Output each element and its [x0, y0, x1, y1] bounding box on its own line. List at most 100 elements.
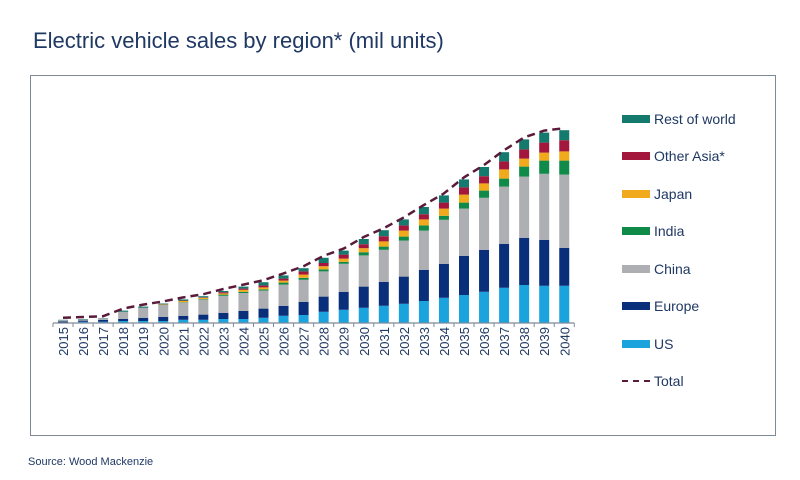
bar-segment-india-2033 — [418, 225, 429, 231]
bar-segment-india-2034 — [438, 215, 449, 220]
legend-label: US — [654, 336, 674, 352]
bar-segment-europe-2024 — [238, 311, 249, 319]
legend-item-china: China — [622, 261, 691, 277]
bar-segment-europe-2016 — [78, 320, 89, 322]
bar-segment-other-asia--2023 — [218, 292, 229, 294]
legend-item-europe: Europe — [622, 298, 699, 314]
x-tick-label: 2037 — [497, 327, 512, 356]
bar-segment-india-2031 — [378, 246, 389, 250]
bar-segment-europe-2015 — [58, 321, 68, 323]
bar-segment-india-2029 — [338, 261, 349, 264]
x-tick-label: 2031 — [377, 327, 392, 356]
legend-swatch — [622, 265, 650, 273]
bar-segment-other-asia--2028 — [318, 263, 329, 267]
legend-swatch — [622, 302, 650, 310]
legend-label: India — [654, 223, 685, 239]
bar-segment-china-2018 — [118, 311, 129, 319]
bar-segment-europe-2039 — [539, 239, 550, 286]
x-tick-label: 2033 — [417, 327, 432, 356]
bar-segment-china-2026 — [278, 284, 289, 306]
bar-segment-china-2025 — [258, 290, 269, 309]
legend-swatch — [622, 380, 650, 382]
x-tick-label: 2030 — [357, 327, 372, 356]
bar-segment-rest-of-world-2029 — [338, 250, 349, 255]
bar-segment-other-asia--2033 — [418, 214, 429, 220]
bar-segment-china-2033 — [418, 230, 429, 270]
bar-segment-europe-2019 — [138, 317, 149, 321]
x-tick-label: 2028 — [317, 327, 332, 356]
bar-segment-europe-2032 — [398, 276, 409, 304]
bar-segment-rest-of-world-2038 — [519, 139, 530, 150]
bar-segment-other-asia--2027 — [298, 271, 309, 275]
legend-swatch — [622, 227, 650, 235]
x-tick-label: 2032 — [397, 327, 412, 356]
bar-segment-japan-2030 — [358, 248, 369, 253]
legend-swatch — [622, 190, 650, 198]
bar-segment-other-asia--2032 — [398, 225, 409, 231]
bar-segment-us-2037 — [499, 287, 510, 323]
bar-segment-us-2028 — [318, 311, 329, 323]
bar-segment-us-2032 — [398, 303, 409, 323]
bar-segment-china-2023 — [218, 295, 229, 313]
bar-segment-japan-2038 — [519, 158, 530, 167]
bar-segment-china-2034 — [438, 219, 449, 264]
bar-segment-rest-of-world-2025 — [258, 282, 269, 286]
x-tick-label: 2036 — [477, 327, 492, 356]
bar-segment-rest-of-world-2028 — [318, 257, 329, 263]
bar-segment-us-2026 — [278, 315, 289, 323]
bar-segment-europe-2023 — [218, 313, 229, 319]
x-tick-label: 2023 — [216, 327, 231, 356]
total-line — [62, 126, 565, 320]
bar-segment-india-2039 — [539, 160, 550, 174]
bar-segment-us-2024 — [238, 319, 249, 323]
x-tick-label: 2018 — [116, 327, 131, 356]
legend-item-us: US — [622, 336, 673, 352]
x-tick-label: 2040 — [557, 327, 572, 356]
bar-segment-japan-2022 — [198, 297, 209, 299]
bar-segment-europe-2030 — [358, 286, 369, 308]
bar-segment-other-asia--2030 — [358, 244, 369, 249]
bar-segment-other-asia--2040 — [559, 140, 570, 152]
bar-segment-rest-of-world-2039 — [539, 132, 550, 143]
bar-segment-us-2023 — [218, 319, 229, 323]
x-tick-label: 2035 — [457, 327, 472, 356]
x-tick-label: 2019 — [136, 327, 151, 356]
bar-segment-china-2021 — [178, 302, 189, 316]
bar-segment-other-asia--2024 — [238, 288, 249, 290]
bar-segment-europe-2029 — [338, 291, 349, 310]
bar-segment-europe-2027 — [298, 301, 309, 315]
bar-segment-china-2017 — [98, 318, 109, 320]
bar-segment-other-asia--2025 — [258, 285, 269, 288]
bar-segment-rest-of-world-2033 — [418, 207, 429, 215]
bar-segment-rest-of-world-2032 — [398, 219, 409, 226]
x-tick-label: 2026 — [277, 327, 292, 356]
bar-segment-europe-2037 — [499, 243, 510, 288]
bar-segment-china-2035 — [459, 208, 469, 256]
legend-swatch — [622, 340, 650, 348]
bar-segment-us-2019 — [138, 321, 149, 323]
bar-segment-rest-of-world-2027 — [298, 268, 309, 272]
bar-segment-china-2022 — [198, 299, 209, 315]
legend-label: Europe — [654, 298, 700, 314]
bar-segment-rest-of-world-2034 — [438, 195, 449, 203]
bar-segment-japan-2037 — [499, 169, 510, 179]
bar-segment-rest-of-world-2035 — [459, 179, 469, 188]
x-tick-label: 2024 — [236, 327, 251, 356]
bar-segment-us-2029 — [338, 309, 349, 323]
bar-segment-europe-2017 — [98, 319, 109, 322]
bar-segment-europe-2036 — [479, 249, 490, 292]
bar-segment-japan-2024 — [238, 289, 249, 292]
bar-segment-china-2029 — [338, 263, 349, 292]
bar-segment-japan-2032 — [398, 230, 409, 237]
bar-segment-other-asia--2034 — [438, 202, 449, 209]
bar-segment-japan-2034 — [438, 208, 449, 216]
bar-segment-us-2035 — [459, 295, 469, 323]
bar-segment-china-2036 — [479, 197, 490, 250]
x-tick-label: 2038 — [517, 327, 532, 356]
bar-segment-other-asia--2031 — [378, 236, 389, 242]
bar-segment-china-2031 — [378, 249, 389, 282]
bar-segment-us-2025 — [258, 317, 269, 323]
x-tick-label: 2021 — [176, 327, 191, 356]
chart-frame — [30, 75, 776, 436]
